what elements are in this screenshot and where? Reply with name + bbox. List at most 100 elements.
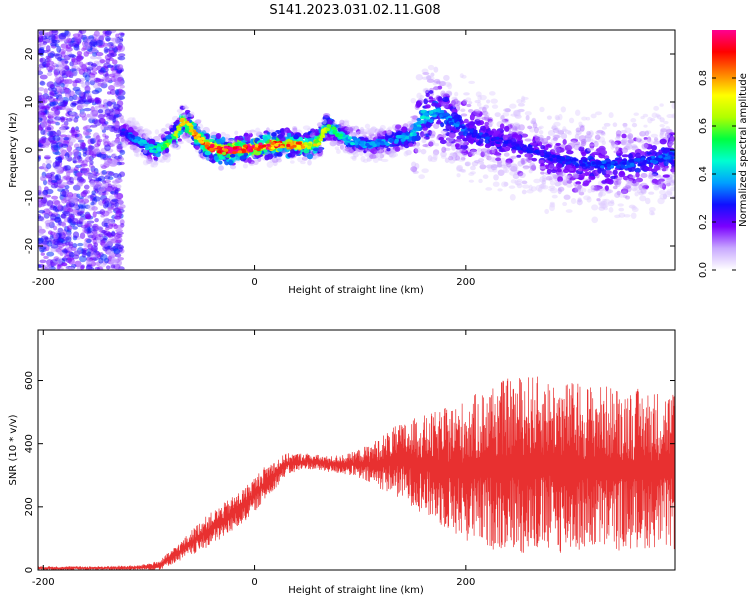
spectrogram-cell xyxy=(46,251,55,257)
spectrogram-ridge-cell xyxy=(223,145,229,149)
spectrogram-cell xyxy=(60,182,69,186)
spectrogram-cell xyxy=(462,131,468,137)
spectrogram-cell xyxy=(518,124,525,131)
spectrogram-cell xyxy=(88,150,94,156)
spectrogram-cell xyxy=(549,201,555,205)
spectrogram-cell xyxy=(565,209,573,213)
spectrogram-cell xyxy=(517,160,524,167)
spectrogram-cell xyxy=(539,184,545,189)
spectrogram-cell xyxy=(143,128,149,132)
spectrogram-cell xyxy=(643,137,648,141)
spectrogram-cell xyxy=(194,145,200,150)
spectrogram-ridge-cell xyxy=(162,143,167,147)
spectrogram-cell xyxy=(369,127,376,134)
spectrogram-cell xyxy=(49,231,56,236)
spectrogram-cell xyxy=(639,195,647,202)
spectrogram-cell xyxy=(204,150,212,156)
spectrogram-cell xyxy=(500,115,505,120)
spectrogram-cell xyxy=(546,168,552,175)
spectrogram-cell xyxy=(432,86,440,91)
spectrogram-cell xyxy=(410,97,417,104)
spectrogram-ridge-cell xyxy=(227,146,233,150)
spectrogram-cell xyxy=(46,127,52,131)
spectrogram-cell xyxy=(502,112,510,117)
spectrogram-cell xyxy=(380,129,386,137)
spectrogram-cell xyxy=(598,192,603,198)
spectrogram-cell xyxy=(101,170,107,175)
spectrogram-cell xyxy=(523,166,529,170)
spectrogram-cell xyxy=(663,181,672,186)
spectrogram-cell xyxy=(44,264,52,270)
spectrogram-cell xyxy=(468,80,476,84)
spectrogram-cell xyxy=(551,194,558,199)
spectrogram-cell xyxy=(86,113,91,118)
spectrogram-ridge-cell xyxy=(545,154,550,158)
spectrogram-cell xyxy=(471,161,479,167)
spectrogram-cell xyxy=(76,50,83,56)
spectrogram-cell xyxy=(633,112,639,116)
spectrogram-cell xyxy=(576,199,583,206)
spectrogram-cell xyxy=(86,227,92,234)
spectrogram-cell xyxy=(656,114,662,120)
spectrogram-cell xyxy=(625,179,634,184)
spectrogram-ridge-cell xyxy=(179,119,184,123)
spectrogram-cell xyxy=(373,150,380,154)
spectrogram-cell xyxy=(66,145,73,152)
spectrogram-cell xyxy=(45,45,51,52)
spectrogram-cell xyxy=(234,130,239,136)
spectrogram-cell xyxy=(552,137,559,141)
spectrogram-cell xyxy=(80,265,85,270)
spectrogram-cell xyxy=(89,137,97,144)
spectrogram-ridge-cell xyxy=(360,143,365,147)
spectrogram-cell xyxy=(360,155,366,163)
spectrogram-cell xyxy=(591,151,598,156)
spectrogram-cell xyxy=(634,191,639,197)
spectrogram-ridge-cell xyxy=(485,136,490,140)
spectrogram-cell xyxy=(57,227,64,233)
spectrogram-cell xyxy=(44,237,52,243)
spectrogram-cell xyxy=(544,208,550,215)
spectrogram-cell xyxy=(84,85,91,93)
colorbar-tick-label: 0.6 xyxy=(698,118,709,134)
spectrogram-cell xyxy=(234,142,240,147)
spectrogram-cell xyxy=(64,87,70,94)
spectrogram-cell xyxy=(82,129,90,136)
spectrogram-cell xyxy=(117,95,126,100)
spectrogram-cell xyxy=(55,122,60,126)
spectrogram-cell xyxy=(306,153,313,160)
spectrogram-cell xyxy=(370,126,377,133)
spectrogram-cell xyxy=(431,102,438,107)
spectrogram-ridge-cell xyxy=(629,162,635,166)
spectrogram-cell xyxy=(183,132,190,139)
spectrogram-cell xyxy=(586,132,594,136)
spectrogram-cell xyxy=(79,167,88,172)
spectrogram-cell xyxy=(479,94,487,101)
spectrogram-cell xyxy=(103,124,112,131)
spectrogram-cell xyxy=(540,182,547,190)
spectrogram-cell xyxy=(643,139,650,143)
colorbar-gradient xyxy=(712,30,736,270)
spectrogram-cell xyxy=(114,138,121,146)
spectrogram-cell xyxy=(602,198,607,203)
spectrogram-cell xyxy=(254,130,261,136)
spectrogram-ridge-cell xyxy=(193,136,199,140)
spectrogram-cell xyxy=(46,55,52,63)
spectrogram-cell xyxy=(38,185,42,193)
spectrogram-cell xyxy=(518,172,526,179)
spectrogram-cell xyxy=(355,129,362,135)
spectrogram-cell xyxy=(40,105,48,109)
spectrogram-cell xyxy=(119,204,126,209)
spectrogram-cell xyxy=(228,137,235,141)
spectrogram-ridge-cell xyxy=(241,148,246,152)
spectrogram-cell xyxy=(501,120,508,124)
spectrogram-cell xyxy=(581,151,587,157)
spectrogram-cell xyxy=(117,77,124,81)
spectrogram-cell xyxy=(432,80,438,86)
spectrogram-cell xyxy=(566,179,572,184)
spectrogram-cell xyxy=(228,159,234,166)
spectrogram-cell xyxy=(133,126,138,130)
spectrogram-cell xyxy=(95,39,104,46)
spectrogram-ridge-cell xyxy=(647,156,652,160)
spectrogram-cell xyxy=(618,207,625,212)
spectrogram-cell xyxy=(129,144,137,151)
